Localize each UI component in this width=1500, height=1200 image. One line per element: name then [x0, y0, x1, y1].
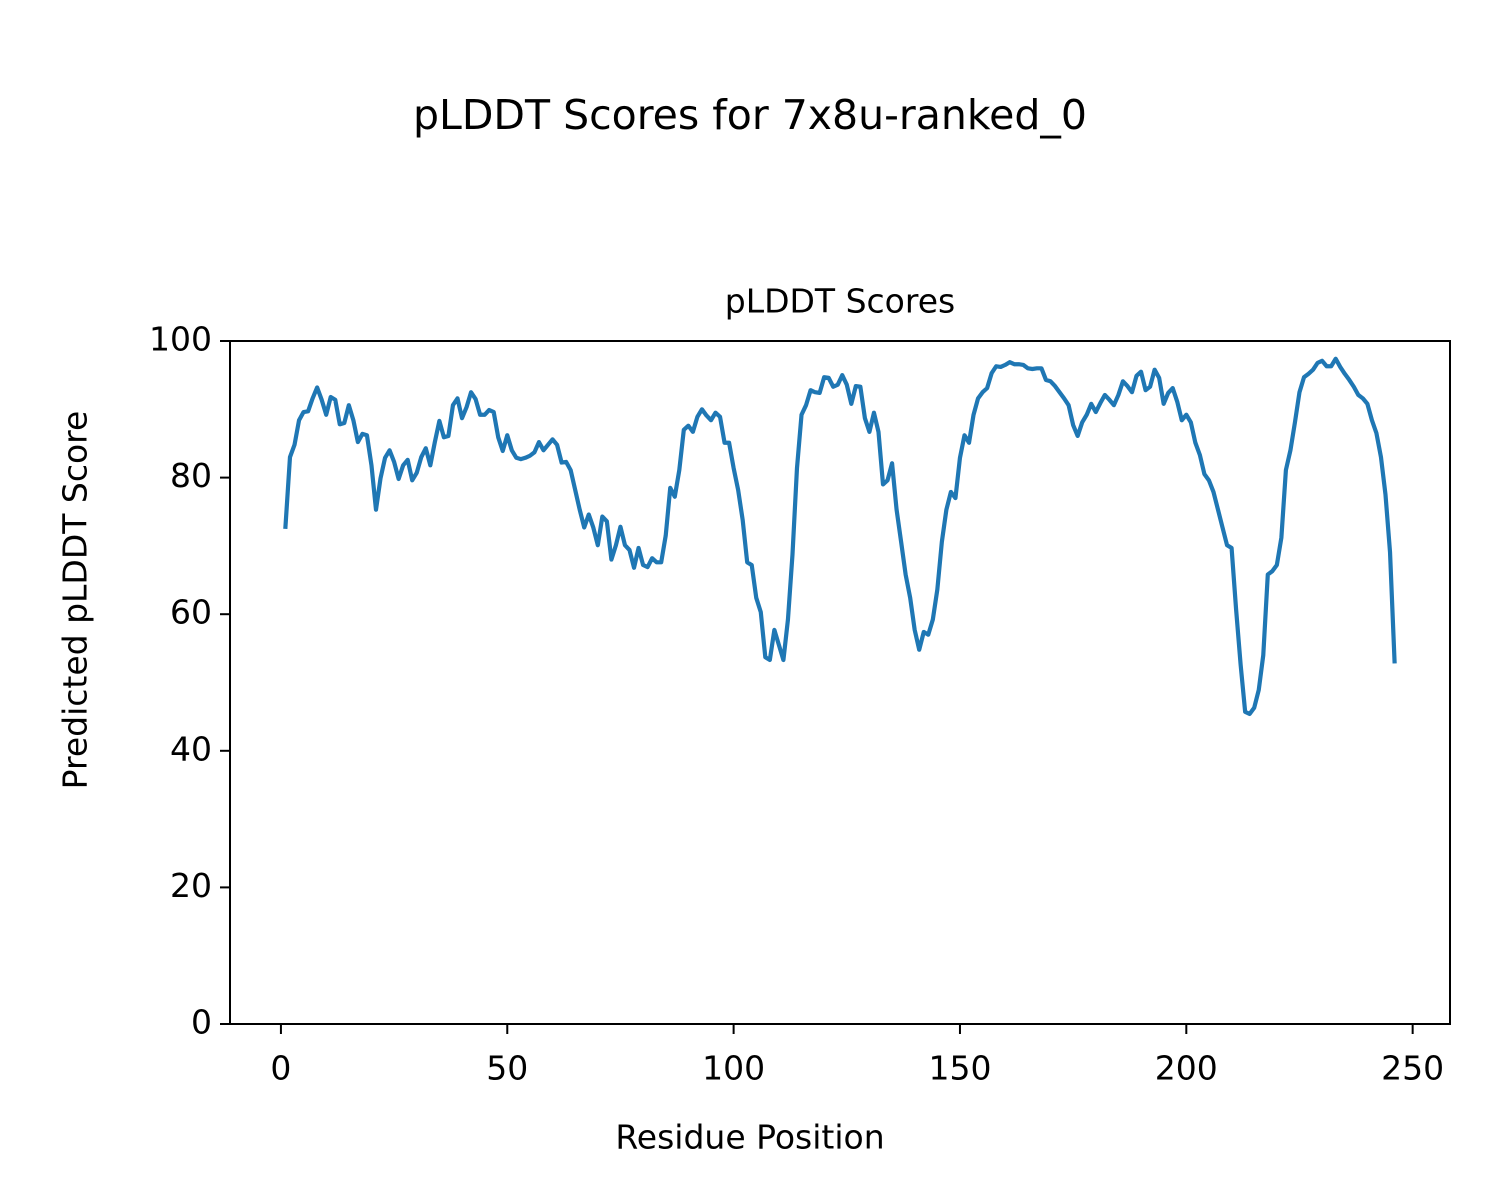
chart-title: pLDDT Scores for 7x8u-ranked_0	[413, 91, 1087, 139]
x-tick-label: 200	[1155, 1049, 1218, 1088]
plot-frame	[229, 340, 1451, 1025]
x-tick-label: 50	[486, 1049, 528, 1088]
y-tick-label: 80	[170, 456, 212, 495]
y-tick-label: 100	[149, 320, 212, 359]
y-axis-label: Predicted pLDDT Score	[56, 411, 95, 790]
x-tick-label: 0	[270, 1049, 291, 1088]
y-tick-label: 60	[170, 593, 212, 632]
y-tick-label: 40	[170, 729, 212, 768]
axes-title: pLDDT Scores	[725, 282, 955, 321]
x-tick-label: 250	[1381, 1049, 1444, 1088]
y-tick-label: 20	[170, 866, 212, 905]
y-tick-label: 0	[191, 1003, 212, 1042]
x-axis-label: Residue Position	[615, 1118, 884, 1157]
data-line	[283, 356, 1397, 717]
x-tick-label: 100	[702, 1049, 765, 1088]
x-tick-label: 150	[928, 1049, 991, 1088]
